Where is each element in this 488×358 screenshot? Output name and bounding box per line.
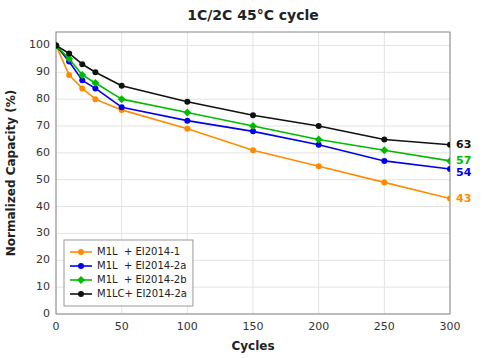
legend-swatch-marker <box>78 263 84 269</box>
y-tick-label: 20 <box>36 253 50 266</box>
point <box>78 71 86 79</box>
legend-swatch-marker <box>77 276 85 284</box>
grid-line-x <box>384 32 385 314</box>
series <box>56 42 450 172</box>
series-line <box>56 45 450 160</box>
axes: 0 10 20 30 40 50 60 70 80 90 100 0 50 100 150 200 250 300 <box>29 38 461 333</box>
x-tick-label: 300 <box>440 320 461 333</box>
point <box>250 112 256 118</box>
x-axis-label: Cycles <box>231 339 274 353</box>
x-tick-label: 150 <box>243 320 264 333</box>
point <box>66 72 72 78</box>
point <box>381 158 387 164</box>
end-label: 54 <box>456 166 472 179</box>
x-tick-label: 50 <box>115 320 129 333</box>
y-tick-label: 40 <box>36 200 50 213</box>
legend-label: M1L + EI2014-1 <box>97 246 180 257</box>
x-tick-label: 200 <box>308 320 329 333</box>
point <box>380 146 388 154</box>
legend-label: M1L + EI2014-2a <box>97 260 186 271</box>
point <box>315 135 323 143</box>
point <box>316 123 322 129</box>
y-axis-label: Normalized Capacity (%) <box>4 90 18 256</box>
y-tick-label: 10 <box>36 280 50 293</box>
grid-line-x <box>253 32 254 314</box>
point <box>119 104 125 110</box>
point <box>183 109 191 117</box>
x-tick-label: 0 <box>53 320 60 333</box>
x-tick-label: 100 <box>177 320 198 333</box>
y-tick-label: 60 <box>36 146 50 159</box>
y-tick-label: 90 <box>36 65 50 78</box>
point <box>184 99 190 105</box>
point <box>92 96 98 102</box>
y-tick-label: 50 <box>36 173 50 186</box>
series <box>56 42 450 201</box>
y-tick-label: 0 <box>43 307 50 320</box>
point <box>381 136 387 142</box>
legend: M1L + EI2014-1 M1L + EI2014-2a M1L + EI201… <box>64 240 193 306</box>
point <box>184 126 190 132</box>
series <box>56 42 450 147</box>
chart: 0 10 20 30 40 50 60 70 80 90 100 0 50 100 150 200 250 300… <box>0 0 488 358</box>
grid <box>56 32 450 314</box>
legend-label: M1L + EI2014-2b <box>97 274 187 285</box>
y-tick-label: 30 <box>36 226 50 239</box>
legend-swatch-marker <box>78 249 84 255</box>
x-tick-label: 250 <box>374 320 395 333</box>
point <box>447 166 450 172</box>
point <box>56 42 59 48</box>
point <box>447 196 450 202</box>
y-tick-label: 100 <box>29 38 50 51</box>
point <box>250 147 256 153</box>
point <box>119 83 125 89</box>
point <box>92 69 98 75</box>
title: 1C/2C 45°C cycle <box>187 7 319 23</box>
point <box>79 85 85 91</box>
point <box>91 79 99 87</box>
annotations: 63575443 <box>456 138 472 205</box>
legend-box <box>64 240 193 306</box>
series-group <box>56 41 450 201</box>
y-tick-label: 70 <box>36 119 50 132</box>
point <box>66 50 72 56</box>
plot-frame <box>56 32 450 314</box>
end-label: 63 <box>456 138 471 151</box>
series-line <box>56 45 450 169</box>
legend-swatch-marker <box>78 291 84 297</box>
grid-line-x <box>318 32 319 314</box>
y-tick-label: 80 <box>36 92 50 105</box>
point <box>316 163 322 169</box>
point <box>447 142 450 148</box>
point <box>381 179 387 185</box>
point <box>79 61 85 67</box>
series-line <box>56 45 450 144</box>
point <box>249 122 257 130</box>
point <box>118 95 126 103</box>
point <box>184 118 190 124</box>
end-label: 43 <box>456 192 471 205</box>
legend-label: M1LC+ EI2014-2a <box>97 288 187 299</box>
series <box>56 41 450 164</box>
point <box>446 157 450 165</box>
series-line <box>56 45 450 198</box>
